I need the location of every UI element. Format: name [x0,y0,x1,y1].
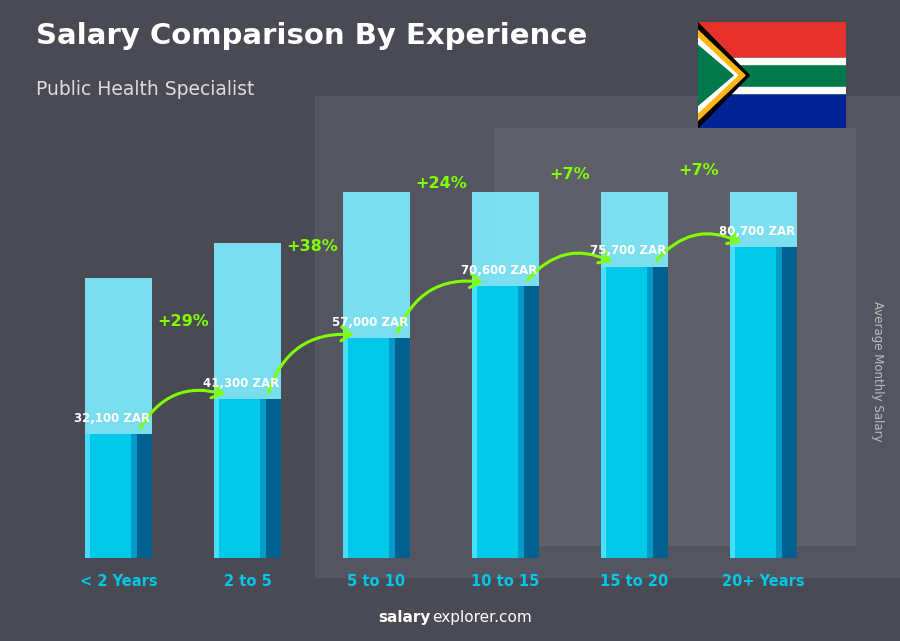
Bar [315,96,900,577]
Bar [698,58,846,64]
FancyArrowPatch shape [268,327,351,392]
FancyArrowPatch shape [140,385,222,428]
Bar [653,267,668,558]
Bar [214,399,220,558]
Bar [730,247,782,558]
Bar [343,338,348,558]
Text: 57,000 ZAR: 57,000 ZAR [332,316,408,329]
Bar [698,22,846,58]
Polygon shape [698,38,738,113]
Bar [472,286,477,558]
Bar [343,182,410,338]
Bar [395,338,410,558]
Bar [698,93,846,128]
Bar [266,399,281,558]
Text: salary: salary [378,610,430,625]
Bar [698,58,846,93]
Bar [525,286,539,558]
Bar [138,434,152,558]
Bar [85,434,138,558]
Text: 75,700 ZAR: 75,700 ZAR [590,244,666,258]
Text: Average Monthly Salary: Average Monthly Salary [871,301,884,442]
Bar [730,91,797,247]
Bar [472,130,539,286]
Text: 80,700 ZAR: 80,700 ZAR [719,225,795,238]
Text: 70,600 ZAR: 70,600 ZAR [461,264,537,277]
Polygon shape [698,22,750,128]
Bar [601,267,607,558]
Text: +7%: +7% [679,163,719,178]
Bar [343,338,395,558]
Text: +24%: +24% [415,176,467,191]
Text: Public Health Specialist: Public Health Specialist [36,80,255,99]
Bar [214,243,281,399]
Bar [130,434,138,558]
Bar [601,267,653,558]
Bar [495,128,855,545]
Bar [782,247,797,558]
Text: +29%: +29% [158,314,209,329]
Bar [776,247,782,558]
Bar [472,286,525,558]
Bar [259,399,266,558]
Text: +38%: +38% [286,239,338,254]
FancyArrowPatch shape [398,274,480,332]
Bar [85,278,152,434]
Bar [389,338,395,558]
Bar [518,286,525,558]
Bar [646,267,653,558]
Bar [85,434,90,558]
Bar [601,110,668,267]
Polygon shape [698,45,733,106]
Bar [698,87,846,93]
FancyArrowPatch shape [656,231,739,261]
Text: Salary Comparison By Experience: Salary Comparison By Experience [36,22,587,51]
Text: 41,300 ZAR: 41,300 ZAR [202,377,279,390]
Text: 32,100 ZAR: 32,100 ZAR [74,412,150,425]
Bar [730,247,735,558]
Bar [214,399,266,558]
FancyArrowPatch shape [527,250,609,280]
Text: explorer.com: explorer.com [432,610,532,625]
Polygon shape [698,30,745,121]
Text: +7%: +7% [550,167,590,183]
